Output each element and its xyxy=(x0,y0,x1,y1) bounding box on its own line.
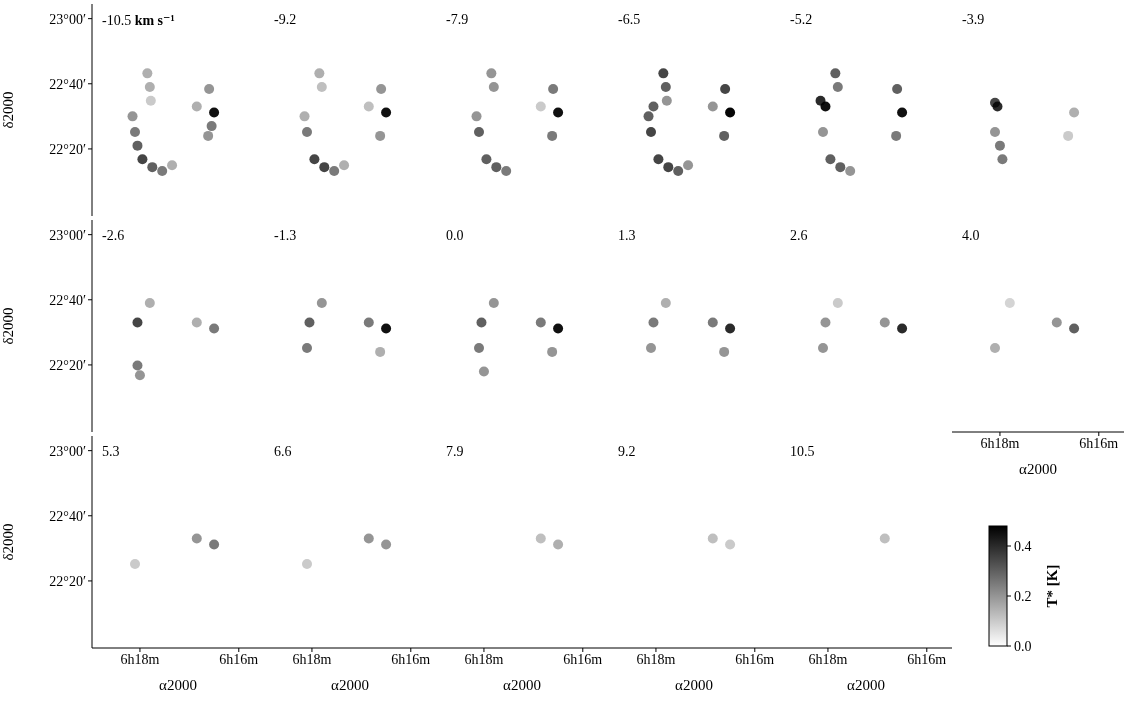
html-text:2.6: 2.6 xyxy=(790,228,808,243)
svg-text:6h16m: 6h16m xyxy=(907,652,946,667)
svg-text:0.2: 0.2 xyxy=(1014,589,1032,604)
html-text:7.9: 7.9 xyxy=(446,444,464,459)
svg-text:6h18m: 6h18m xyxy=(980,436,1019,451)
html-text:9.2: 9.2 xyxy=(618,444,636,459)
svg-text:6h16m: 6h16m xyxy=(735,652,774,667)
html-text:0.0: 0.0 xyxy=(446,228,464,243)
html-text:-3.9: -3.9 xyxy=(962,12,985,27)
svg-text:6h18m: 6h18m xyxy=(808,652,847,667)
svg-text:6h18m: 6h18m xyxy=(636,652,675,667)
html-text:5.3: 5.3 xyxy=(102,444,120,459)
html-text:-9.2: -9.2 xyxy=(274,12,297,27)
svg-text:22°20′: 22°20′ xyxy=(49,142,86,157)
svg-text:α2000: α2000 xyxy=(331,677,369,693)
html-text:6.6: 6.6 xyxy=(274,444,292,459)
svg-text:α2000: α2000 xyxy=(847,677,885,693)
svg-text:α2000: α2000 xyxy=(675,677,713,693)
html-text:-6.5: -6.5 xyxy=(618,12,641,27)
svg-text:T* [K]: T* [K] xyxy=(1044,565,1060,608)
svg-text:6h16m: 6h16m xyxy=(563,652,602,667)
svg-text:0.4: 0.4 xyxy=(1014,539,1032,554)
svg-text:23°00′: 23°00′ xyxy=(49,444,86,459)
svg-text:6h18m: 6h18m xyxy=(292,652,331,667)
svg-text:6h18m: 6h18m xyxy=(120,652,159,667)
svg-text:δ2000: δ2000 xyxy=(0,91,16,128)
svg-text:0.0: 0.0 xyxy=(1014,639,1032,654)
svg-text:23°00′: 23°00′ xyxy=(49,12,86,27)
svg-text:6h16m: 6h16m xyxy=(1079,436,1118,451)
svg-text:22°20′: 22°20′ xyxy=(49,574,86,589)
svg-text:23°00′: 23°00′ xyxy=(49,228,86,243)
svg-text:δ2000: δ2000 xyxy=(0,307,16,344)
svg-text:6h18m: 6h18m xyxy=(464,652,503,667)
svg-text:α2000: α2000 xyxy=(1019,461,1057,477)
svg-text:6h16m: 6h16m xyxy=(219,652,258,667)
svg-text:22°40′: 22°40′ xyxy=(49,77,86,92)
svg-text:6h16m: 6h16m xyxy=(391,652,430,667)
svg-text:α2000: α2000 xyxy=(503,677,541,693)
html-text:10.5: 10.5 xyxy=(790,444,815,459)
html-text:-7.9: -7.9 xyxy=(446,12,469,27)
svg-text:α2000: α2000 xyxy=(159,677,197,693)
svg-text:22°20′: 22°20′ xyxy=(49,358,86,373)
svg-text:δ2000: δ2000 xyxy=(0,523,16,560)
html-text:-5.2: -5.2 xyxy=(790,12,813,27)
html-text:-2.6: -2.6 xyxy=(102,228,125,243)
html-text:4.0: 4.0 xyxy=(962,228,980,243)
html-text:-10.5 km s⁻¹: -10.5 km s⁻¹ xyxy=(102,13,175,28)
html-text:-1.3: -1.3 xyxy=(274,228,297,243)
html-text:1.3: 1.3 xyxy=(618,228,636,243)
svg-text:22°40′: 22°40′ xyxy=(49,509,86,524)
svg-text:22°40′: 22°40′ xyxy=(49,293,86,308)
